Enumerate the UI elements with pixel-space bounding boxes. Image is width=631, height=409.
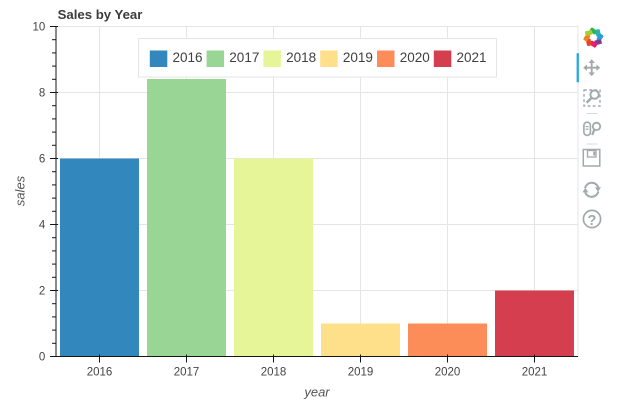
svg-text:sales: sales bbox=[12, 175, 27, 206]
svg-text:2021: 2021 bbox=[522, 367, 548, 379]
svg-text:8: 8 bbox=[39, 88, 45, 100]
svg-text:10: 10 bbox=[33, 22, 46, 34]
svg-text:2016: 2016 bbox=[87, 367, 113, 379]
svg-text:4: 4 bbox=[39, 220, 46, 232]
svg-text:2021: 2021 bbox=[457, 50, 487, 65]
svg-text:2016: 2016 bbox=[173, 50, 203, 65]
svg-text:Sales by Year: Sales by Year bbox=[58, 7, 143, 22]
svg-text:6: 6 bbox=[39, 154, 45, 166]
svg-text:2: 2 bbox=[39, 286, 45, 298]
svg-text:2017: 2017 bbox=[174, 367, 200, 379]
svg-text:2018: 2018 bbox=[261, 367, 287, 379]
svg-text:2019: 2019 bbox=[348, 367, 374, 379]
svg-text:2020: 2020 bbox=[435, 367, 461, 379]
svg-text:2017: 2017 bbox=[229, 50, 259, 65]
svg-text:year: year bbox=[303, 385, 330, 400]
svg-text:0: 0 bbox=[39, 352, 45, 364]
svg-text:2019: 2019 bbox=[343, 50, 373, 65]
svg-text:2018: 2018 bbox=[286, 50, 316, 65]
svg-text:?: ? bbox=[587, 213, 596, 229]
svg-text:2020: 2020 bbox=[400, 50, 430, 65]
